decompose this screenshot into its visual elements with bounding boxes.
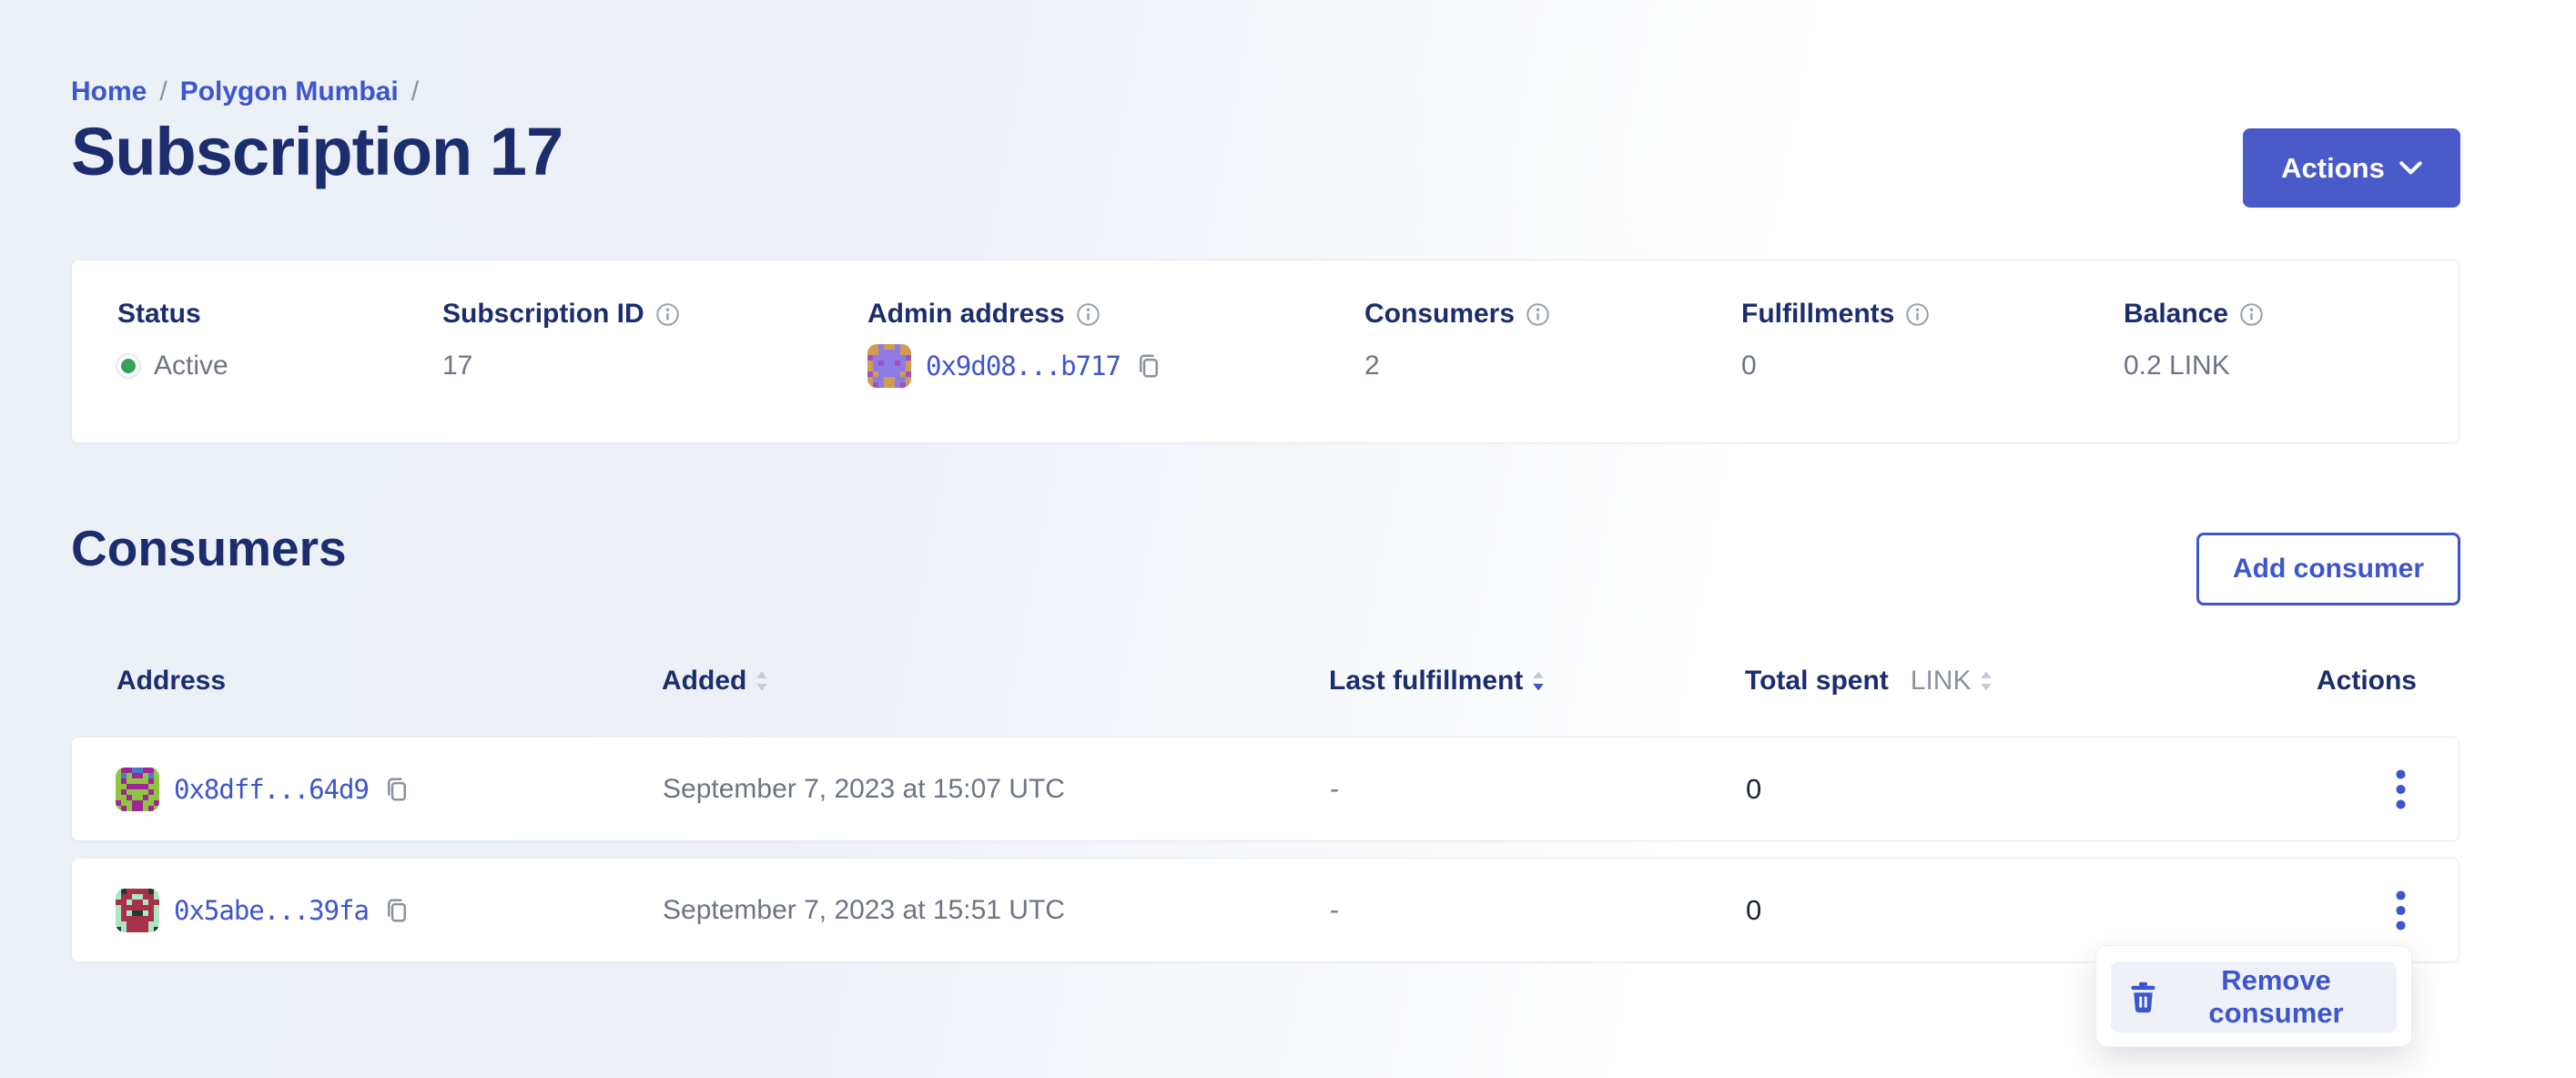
- fulfillments-label: Fulfillments: [1741, 299, 1895, 329]
- sort-icon: [756, 671, 768, 691]
- copy-icon: [1139, 354, 1158, 378]
- active-status-dot-icon: [117, 355, 139, 377]
- header-address: Address: [117, 666, 226, 697]
- header-address-label: Address: [117, 666, 227, 696]
- consumer-address-link[interactable]: 0x8dff...64d9: [174, 773, 370, 805]
- fulfillments-value: 0: [1741, 351, 1757, 381]
- total-spent-cell: 0: [1746, 893, 1762, 926]
- consumers-count-label: Consumers: [1364, 299, 1516, 329]
- remove-consumer-menu-item[interactable]: Remove consumer: [2111, 961, 2397, 1032]
- added-cell: September 7, 2023 at 15:51 UTC: [663, 894, 1065, 925]
- header-last-fulfillment-sort[interactable]: Last fulfillment: [1329, 666, 1545, 697]
- header-added-sort[interactable]: Added: [662, 666, 768, 697]
- header-added-label: Added: [662, 666, 747, 696]
- info-icon[interactable]: [655, 302, 680, 327]
- consumer-table-row: 0x5abe...39fa September 7, 2023 at 15:51…: [71, 858, 2459, 962]
- page-title: Subscription 17: [71, 114, 563, 189]
- consumer-table-row: 0x8dff...64d9 September 7, 2023 at 15:07…: [71, 737, 2459, 841]
- actions-button-label: Actions: [2281, 151, 2385, 184]
- consumer-address-link[interactable]: 0x5abe...39fa: [174, 894, 370, 926]
- info-icon[interactable]: [1076, 302, 1100, 327]
- identicon-avatar: [867, 344, 911, 388]
- breadcrumb-network-link[interactable]: Polygon Mumbai: [179, 76, 399, 107]
- kebab-icon: [2396, 890, 2406, 931]
- admin-address-label: Admin address: [867, 299, 1065, 329]
- header-actions: Actions: [2317, 666, 2417, 697]
- breadcrumb-home-link[interactable]: Home: [71, 76, 147, 107]
- copy-address-button[interactable]: [383, 774, 411, 805]
- breadcrumb: Home / Polygon Mumbai /: [71, 76, 2459, 107]
- identicon-avatar: [116, 767, 159, 811]
- info-icon[interactable]: [1905, 302, 1930, 327]
- subscription-id-label: Subscription ID: [442, 299, 644, 329]
- header-last-fulfillment-label: Last fulfillment: [1329, 666, 1524, 696]
- consumers-heading: Consumers: [71, 520, 347, 576]
- copy-address-button[interactable]: [383, 895, 411, 926]
- header-total-spent-label: Total spent: [1745, 666, 1889, 696]
- breadcrumb-separator: /: [411, 76, 420, 107]
- trash-icon: [2131, 981, 2155, 1012]
- last-fulfillment-cell: -: [1330, 773, 1339, 804]
- identicon-avatar: [116, 888, 159, 932]
- balance-value: 0.2 LINK: [2124, 351, 2230, 381]
- add-consumer-button[interactable]: Add consumer: [2196, 533, 2460, 605]
- status-label: Status: [117, 299, 201, 329]
- consumers-count-value: 2: [1364, 351, 1380, 381]
- row-actions-menu-button[interactable]: [2390, 885, 2411, 936]
- header-total-spent-sort[interactable]: Total spent LINK: [1745, 666, 1993, 697]
- subscription-id-value: 17: [442, 351, 473, 381]
- sort-icon: [1981, 671, 1993, 691]
- added-cell: September 7, 2023 at 15:07 UTC: [663, 773, 1065, 804]
- breadcrumb-separator: /: [159, 76, 167, 107]
- header-link-unit-label: LINK: [1910, 666, 1972, 696]
- subscription-summary-card: Status Active Subscription ID 17 Admin a…: [71, 259, 2459, 443]
- balance-label: Balance: [2124, 299, 2229, 329]
- last-fulfillment-cell: -: [1330, 894, 1339, 925]
- sort-desc-icon: [1533, 671, 1545, 691]
- chevron-down-icon: [2399, 161, 2422, 175]
- kebab-icon: [2396, 768, 2406, 809]
- info-icon[interactable]: [2239, 302, 2264, 327]
- remove-consumer-label: Remove consumer: [2208, 964, 2344, 1029]
- copy-icon: [387, 899, 406, 921]
- actions-button[interactable]: Actions: [2243, 128, 2460, 208]
- header-actions-label: Actions: [2316, 666, 2417, 696]
- info-icon[interactable]: [1526, 302, 1550, 327]
- total-spent-cell: 0: [1746, 772, 1762, 805]
- row-actions-menu-button[interactable]: [2390, 764, 2411, 815]
- copy-address-button[interactable]: [1135, 351, 1162, 381]
- consumers-table-header: Address Added Last fulfillment Total spe…: [71, 666, 2459, 706]
- status-value: Active: [154, 351, 228, 381]
- admin-address-link[interactable]: 0x9d08...b717: [926, 351, 1121, 381]
- row-actions-context-menu: Remove consumer: [2095, 945, 2412, 1047]
- copy-icon: [387, 778, 406, 800]
